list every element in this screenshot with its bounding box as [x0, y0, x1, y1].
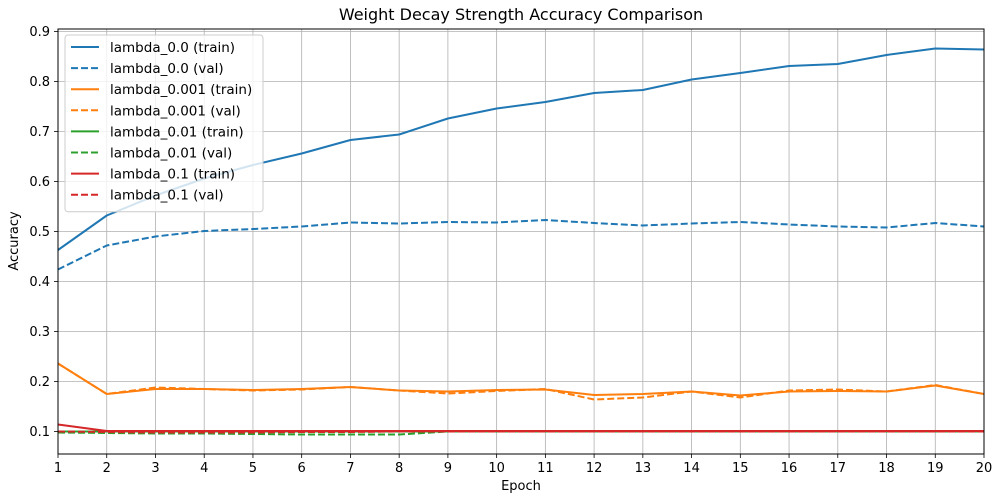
y-tick-label: 0.4: [29, 275, 50, 290]
legend-label: lambda_0.0 (val): [110, 61, 224, 77]
x-tick-label: 7: [346, 461, 354, 476]
y-axis-label: Accuracy: [7, 211, 22, 271]
x-tick-label: 13: [635, 461, 652, 476]
legend: lambda_0.0 (train) lambda_0.0 (val) lambda…: [64, 34, 264, 213]
series-line-1: [57, 219, 985, 271]
legend-label: lambda_0.0 (train): [110, 40, 235, 56]
x-tick-label: 20: [976, 461, 993, 476]
series-line-6: [57, 423, 984, 432]
x-axis-label: Epoch: [501, 479, 541, 494]
legend-label: lambda_0.01 (train): [110, 124, 244, 140]
x-tick-label: 10: [488, 461, 505, 476]
series-line-3: [57, 362, 985, 401]
x-tick-label: 11: [537, 461, 554, 476]
x-tick-label: 17: [830, 461, 847, 476]
x-tick-label: 2: [103, 461, 111, 476]
series-line-7: [57, 430, 984, 434]
y-tick-label: 0.5: [29, 225, 50, 240]
legend-label: lambda_0.001 (train): [110, 82, 252, 98]
y-tick-label: 0.8: [29, 75, 50, 90]
legend-label: lambda_0.01 (val): [110, 146, 232, 162]
x-tick-label: 16: [781, 461, 798, 476]
y-tick-label: 0.6: [29, 175, 50, 190]
legend-box: [64, 34, 264, 213]
series-layer: [57, 47, 985, 436]
chart-title: Weight Decay Strength Accuracy Compariso…: [339, 5, 703, 24]
x-tick-label: 4: [200, 461, 208, 476]
x-tick-label: 9: [444, 461, 452, 476]
x-tick-label: 19: [927, 461, 944, 476]
y-tick-label: 0.2: [29, 375, 50, 390]
y-tick-label: 0.1: [29, 425, 50, 440]
x-tick-label: 15: [732, 461, 749, 476]
x-tick-label: 6: [298, 461, 306, 476]
x-tick-label: 18: [878, 461, 895, 476]
x-tick-label: 14: [683, 461, 700, 476]
x-tick-label: 12: [586, 461, 603, 476]
x-tick-label: 8: [395, 461, 403, 476]
x-axis: 1 2 3 4 5 6 7 8 9 10 11 12 13 14 15 16 17 18 19 20: [54, 454, 992, 476]
y-tick-label: 0.9: [29, 25, 50, 40]
y-axis: 0.1 0.2 0.3 0.4 0.5 0.6 0.7 0.8 0.9: [29, 25, 58, 440]
y-tick-label: 0.3: [29, 325, 50, 340]
x-tick-label: 1: [54, 461, 62, 476]
y-tick-label: 0.7: [29, 125, 50, 140]
legend-label: lambda_0.001 (val): [110, 103, 241, 119]
grid: [57, 29, 985, 454]
legend-label: lambda_0.1 (val): [110, 188, 224, 204]
legend-label: lambda_0.1 (train): [110, 167, 235, 183]
x-tick-label: 5: [249, 461, 257, 476]
x-tick-label: 3: [151, 461, 159, 476]
plot-frame: [57, 28, 985, 455]
